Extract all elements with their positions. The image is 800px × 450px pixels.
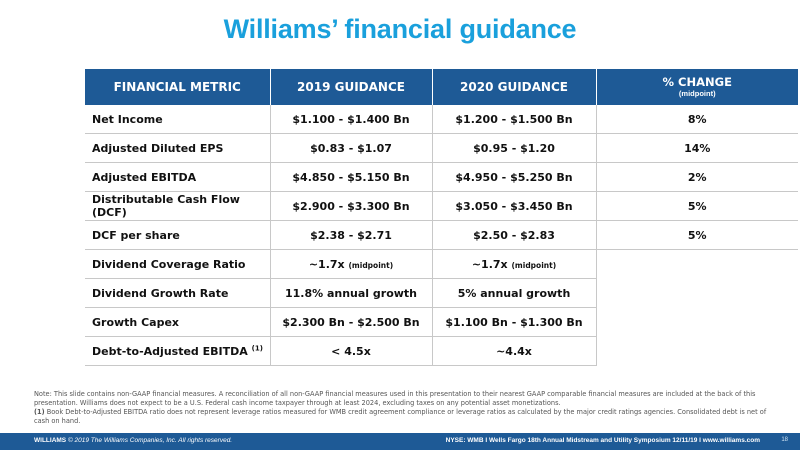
metric-label: Debt-to-Adjusted EBITDA [92, 344, 248, 358]
footnotes: Note: This slide contains non-GAAP finan… [34, 390, 774, 426]
change-cell: 5% [596, 220, 798, 250]
guidance-2019-cell: $2.38 - $2.71 [270, 220, 433, 250]
footnote-marker: (1) [251, 343, 263, 352]
guidance-2019-cell: $2.300 Bn - $2.500 Bn [270, 307, 433, 337]
footnote-1-text: Book Debt-to-Adjusted EBITDA ratio does … [34, 408, 767, 425]
change-cell [596, 279, 798, 308]
footnote-1: (1) Book Debt-to-Adjusted EBITDA ratio d… [34, 408, 774, 426]
footer-brand: WILLIAMS [34, 437, 67, 444]
page-title: Williams’ financial guidance [223, 14, 577, 44]
guidance-2020-cell: 5% annual growth [432, 278, 597, 308]
header-2019-guidance: 2019 GUIDANCE [270, 69, 433, 105]
guidance-2020-cell: $0.95 - $1.20 [432, 133, 597, 163]
table-row: Adjusted EBITDA $4.850 - $5.150 Bn $4.95… [85, 162, 798, 192]
footer-copyright: WILLIAMS © 2019 The Williams Companies, … [34, 437, 232, 444]
change-cell [596, 337, 798, 366]
table-row: Net Income $1.100 - $1.400 Bn $1.200 - $… [85, 105, 798, 134]
guidance-2019-cell: ~1.7x (midpoint) [270, 249, 433, 279]
metric-cell: DCF per share [85, 220, 271, 250]
metric-cell: Distributable Cash Flow (DCF) [85, 191, 271, 221]
table-row: DCF per share $2.38 - $2.71 $2.50 - $2.8… [85, 220, 798, 250]
table-row: Distributable Cash Flow (DCF) $2.900 - $… [85, 191, 798, 221]
metric-cell: Adjusted Diluted EPS [85, 133, 271, 163]
table-row: Dividend Growth Rate 11.8% annual growth… [85, 278, 798, 308]
table-row: Growth Capex $2.300 Bn - $2.500 Bn $1.10… [85, 307, 798, 337]
guidance-value: ~1.7x [308, 257, 345, 271]
guidance-2020-cell: $3.050 - $3.450 Bn [432, 191, 597, 221]
guidance-2019-cell: < 4.5x [270, 336, 433, 366]
guidance-table: FINANCIAL METRIC 2019 GUIDANCE 2020 GUID… [85, 69, 798, 366]
guidance-2020-cell: $1.100 Bn - $1.300 Bn [432, 307, 597, 337]
metric-cell: Dividend Growth Rate [85, 278, 271, 308]
table-header-row: FINANCIAL METRIC 2019 GUIDANCE 2020 GUID… [85, 69, 798, 105]
header-2020-guidance: 2020 GUIDANCE [432, 69, 597, 105]
note-text: Note: This slide contains non-GAAP finan… [34, 390, 756, 407]
guidance-2020-cell: $4.950 - $5.250 Bn [432, 162, 597, 192]
table-row: Debt-to-Adjusted EBITDA (1) < 4.5x ~4.4x [85, 336, 798, 366]
guidance-2020-cell: $2.50 - $2.83 [432, 220, 597, 250]
metric-cell: Debt-to-Adjusted EBITDA (1) [85, 336, 271, 366]
footer-bar: WILLIAMS © 2019 The Williams Companies, … [0, 433, 800, 450]
header-financial-metric: FINANCIAL METRIC [85, 69, 271, 105]
change-cell [596, 250, 798, 279]
guidance-2019-cell: $2.900 - $3.300 Bn [270, 191, 433, 221]
header-percent-change-sublabel: (midpoint) [678, 89, 716, 98]
guidance-value: ~1.7x [471, 257, 508, 271]
table-row: Adjusted Diluted EPS $0.83 - $1.07 $0.95… [85, 133, 798, 163]
midpoint-note: (midpoint) [511, 260, 557, 270]
change-cell: 5% [596, 191, 798, 221]
metric-cell: Growth Capex [85, 307, 271, 337]
guidance-2020-cell: ~1.7x (midpoint) [432, 249, 597, 279]
metric-cell: Dividend Coverage Ratio [85, 249, 271, 279]
guidance-2020-cell: $1.200 - $1.500 Bn [432, 105, 597, 134]
change-cell: 14% [596, 133, 798, 163]
footnote-1-marker: (1) [34, 408, 45, 416]
guidance-2019-cell: $1.100 - $1.400 Bn [270, 105, 433, 134]
footer-copyright-text: © 2019 The Williams Companies, Inc. All … [66, 437, 233, 444]
page-number: 18 [781, 437, 788, 443]
footer-event-info: NYSE: WMB I Wells Fargo 18th Annual Mids… [445, 437, 760, 444]
change-cell: 2% [596, 162, 798, 192]
header-percent-change-label: % CHANGE [662, 75, 732, 89]
guidance-2019-cell: 11.8% annual growth [270, 278, 433, 308]
guidance-2020-cell: ~4.4x [432, 336, 597, 366]
metric-cell: Adjusted EBITDA [85, 162, 271, 192]
change-cell [596, 308, 798, 337]
midpoint-note: (midpoint) [348, 260, 394, 270]
table-row: Dividend Coverage Ratio ~1.7x (midpoint)… [85, 249, 798, 279]
guidance-2019-cell: $4.850 - $5.150 Bn [270, 162, 433, 192]
change-cell: 8% [596, 105, 798, 134]
header-percent-change: % CHANGE (midpoint) [596, 69, 798, 105]
guidance-2019-cell: $0.83 - $1.07 [270, 133, 433, 163]
metric-cell: Net Income [85, 105, 271, 134]
